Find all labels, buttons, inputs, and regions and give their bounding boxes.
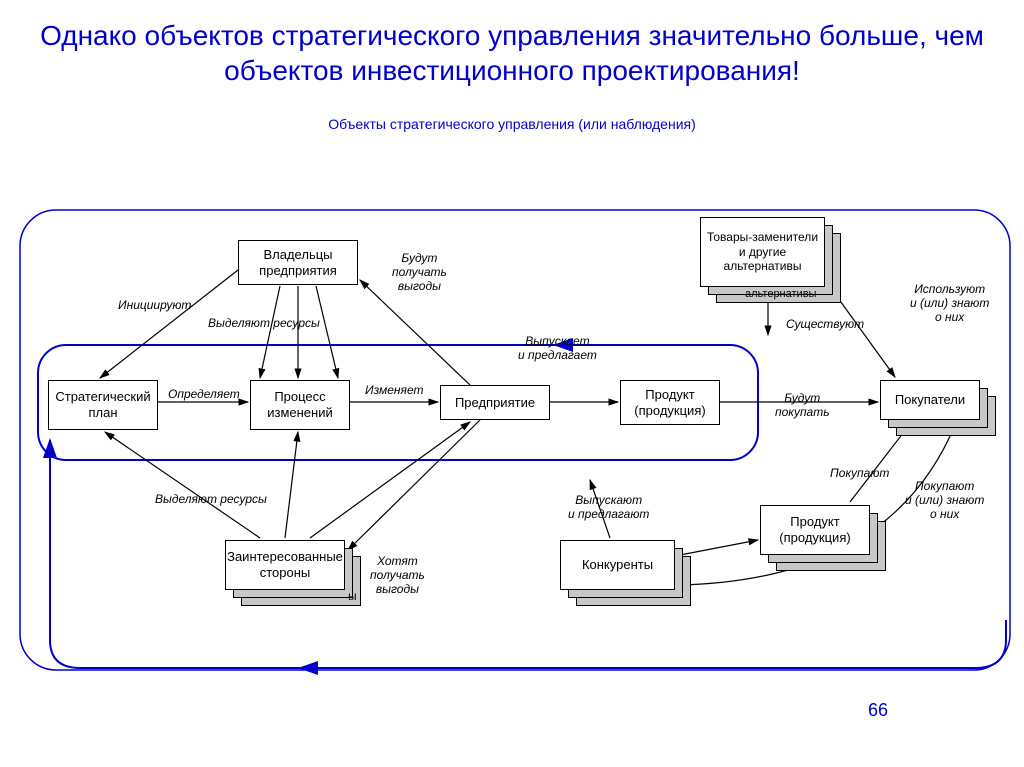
label-alloc-res-bot: Выделяют ресурсы: [155, 493, 267, 507]
node-stakeholders: Заинтересованные стороны: [225, 540, 345, 590]
page-number: 66: [868, 700, 888, 721]
node-competitors: Конкуренты: [560, 540, 675, 590]
label-defines: Определяет: [168, 388, 240, 402]
label-changes: Изменяет: [365, 384, 423, 398]
node-product: Продукт (продукция): [620, 380, 720, 425]
node-competitor-product: Продукт (продукция): [760, 505, 870, 555]
node-buyers: Покупатели: [880, 380, 980, 420]
label-release-offer: Выпускают и предлагают: [568, 494, 649, 522]
label-initiate: Инициируют: [118, 299, 191, 313]
page-title: Однако объектов стратегического управлен…: [0, 0, 1024, 96]
node-enterprise: Предприятие: [440, 385, 550, 420]
label-exist: Существуют: [786, 318, 864, 332]
node-alternatives: Товары-заменители и другие альтернативы: [700, 217, 825, 287]
label-buy-know: Покупают и (или) знают о них: [905, 480, 984, 521]
label-alloc-res-top: Выделяют ресурсы: [208, 317, 320, 331]
label-want-benefit: Хотят получать выгоды: [370, 555, 425, 596]
stakeholders-stack-label: ы: [348, 590, 357, 604]
node-change-process: Процесс изменений: [250, 380, 350, 430]
label-buy: Покупают: [830, 467, 889, 481]
node-owners: Владельцы предприятия: [238, 240, 358, 285]
label-will-buy: Будут покупать: [775, 392, 830, 420]
label-use-know: Используют и (или) знают о них: [910, 283, 989, 324]
label-will-benefit: Будут получать выгоды: [392, 252, 447, 293]
label-releases: Выпускает и предлагает: [518, 335, 597, 363]
alternatives-stack-label: альтернативы: [745, 288, 816, 301]
node-strategic-plan: Стратегический план: [48, 380, 158, 430]
subtitle: Объекты стратегического управления (или …: [0, 116, 1024, 132]
